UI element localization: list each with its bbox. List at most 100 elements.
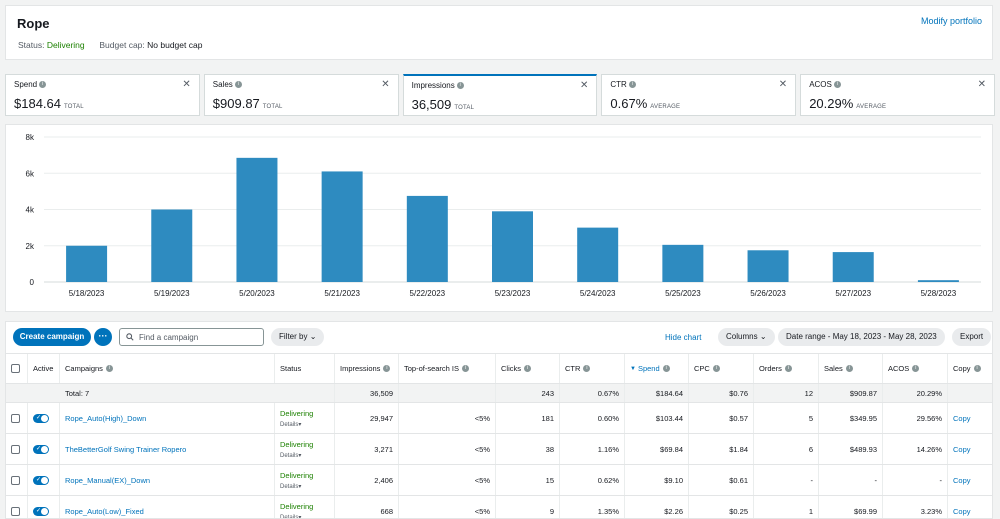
campaign-link[interactable]: TheBetterGolf Swing Trainer Ropero bbox=[65, 444, 187, 454]
col-spend[interactable]: ▼ Spend i bbox=[625, 354, 689, 383]
col-impressions[interactable]: Impressions i bbox=[335, 354, 399, 383]
close-icon[interactable]: ✕ bbox=[977, 79, 986, 90]
row-checkbox[interactable] bbox=[11, 444, 20, 454]
info-icon[interactable]: i bbox=[833, 81, 841, 89]
info-icon[interactable]: i bbox=[912, 365, 920, 372]
col-acos[interactable]: ACOS i bbox=[883, 354, 948, 383]
filter-by-button[interactable]: Filter by ⌄ bbox=[271, 328, 325, 346]
info-icon[interactable]: i bbox=[456, 82, 464, 90]
bar bbox=[917, 280, 959, 282]
close-icon[interactable]: ✕ bbox=[580, 80, 589, 91]
portfolio-header: Rope Modify portfolio Status: Delivering… bbox=[5, 5, 993, 60]
col-copy[interactable]: Copy i bbox=[948, 354, 992, 383]
copy-link[interactable]: Copy bbox=[953, 413, 971, 423]
col-campaigns[interactable]: Campaigns i bbox=[60, 354, 275, 383]
hide-chart-link[interactable]: Hide chart bbox=[665, 333, 702, 342]
info-icon[interactable]: i bbox=[105, 365, 113, 372]
campaign-link[interactable]: Rope_Manual(EX)_Down bbox=[65, 475, 151, 485]
copy-link[interactable]: Copy bbox=[953, 444, 971, 454]
col-clicks[interactable]: Clicks i bbox=[496, 354, 560, 383]
close-icon[interactable]: ✕ bbox=[182, 79, 191, 90]
cpc-cell: $0.25 bbox=[689, 496, 754, 518]
ctr-cell: 0.62% bbox=[560, 465, 625, 495]
info-icon[interactable]: i bbox=[524, 365, 531, 372]
active-toggle[interactable]: ✓ bbox=[33, 413, 49, 423]
col-sales[interactable]: Sales i bbox=[819, 354, 883, 383]
info-icon[interactable]: i bbox=[234, 81, 242, 89]
row-checkbox[interactable] bbox=[11, 506, 20, 516]
close-icon[interactable]: ✕ bbox=[778, 79, 788, 90]
info-icon[interactable]: i bbox=[39, 81, 47, 89]
table-header-row: Active Campaigns i Status Impressions i To… bbox=[6, 354, 992, 384]
total-sales: $909.87 bbox=[819, 384, 883, 402]
columns-button[interactable]: Columns ⌄ bbox=[718, 328, 775, 346]
metric-card-acos[interactable]: ACOS i ✕ 20.29% AVERAGE bbox=[800, 74, 995, 116]
metric-label: ACOS bbox=[809, 80, 832, 89]
row-checkbox[interactable] bbox=[11, 475, 20, 485]
bar bbox=[66, 245, 108, 282]
bar bbox=[662, 244, 704, 282]
col-ctr[interactable]: CTR i bbox=[560, 354, 625, 383]
y-tick-label: 2k bbox=[26, 242, 35, 251]
search-icon bbox=[126, 333, 134, 341]
metric-card-impressions[interactable]: Impressions i ✕ 36,509 TOTAL bbox=[402, 74, 598, 116]
metric-label: CTR bbox=[610, 80, 627, 89]
metric-card-sales[interactable]: Sales i ✕ $909.87 TOTAL bbox=[203, 74, 399, 116]
metric-sub: AVERAGE bbox=[856, 104, 887, 110]
col-campaigns-label: Campaigns bbox=[65, 364, 103, 373]
metric-card-spend[interactable]: Spend i ✕ $184.64 TOTAL bbox=[5, 74, 200, 116]
col-acos-label: ACOS bbox=[888, 364, 910, 373]
info-icon[interactable]: i bbox=[462, 365, 470, 372]
total-acos: 20.29% bbox=[883, 384, 948, 402]
info-icon[interactable]: i bbox=[628, 81, 636, 89]
info-icon[interactable]: i bbox=[784, 365, 792, 372]
close-icon[interactable]: ✕ bbox=[381, 79, 390, 90]
metric-card-ctr[interactable]: CTR i ✕ 0.67% AVERAGE bbox=[601, 74, 797, 116]
metric-value: 0.67% bbox=[610, 96, 648, 111]
more-actions-button[interactable]: ··· bbox=[94, 328, 112, 346]
active-toggle[interactable]: ✓ bbox=[33, 444, 49, 454]
clicks-cell: 9 bbox=[496, 496, 560, 518]
search-box[interactable] bbox=[119, 328, 264, 346]
copy-link[interactable]: Copy bbox=[953, 475, 971, 485]
active-toggle[interactable]: ✓ bbox=[33, 506, 49, 516]
info-icon[interactable]: i bbox=[973, 365, 981, 372]
col-orders[interactable]: Orders i bbox=[754, 354, 819, 383]
create-campaign-button[interactable]: Create campaign bbox=[13, 328, 91, 346]
copy-link[interactable]: Copy bbox=[953, 506, 971, 516]
details-dropdown[interactable]: Details▾ bbox=[280, 452, 313, 459]
details-dropdown[interactable]: Details▾ bbox=[280, 483, 313, 490]
info-icon[interactable]: i bbox=[662, 365, 670, 372]
clicks-cell: 181 bbox=[496, 403, 560, 433]
table-toolbar: Create campaign ··· Filter by ⌄ Hide cha… bbox=[5, 321, 993, 353]
caret-down-icon: ▾ bbox=[298, 514, 302, 519]
row-checkbox[interactable] bbox=[11, 413, 20, 423]
clicks-cell: 15 bbox=[496, 465, 560, 495]
metric-sub: TOTAL bbox=[262, 104, 283, 110]
export-button[interactable]: Export bbox=[952, 328, 992, 346]
metric-label: Impressions bbox=[411, 81, 455, 90]
col-active[interactable]: Active bbox=[28, 354, 60, 383]
x-tick-label: 5/23/2023 bbox=[495, 289, 531, 298]
campaign-link[interactable]: Rope_Auto(Low)_Fixed bbox=[65, 506, 144, 516]
details-dropdown[interactable]: Details▾ bbox=[280, 421, 313, 428]
col-top-of-search[interactable]: Top-of-search IS i bbox=[399, 354, 496, 383]
info-icon[interactable]: i bbox=[712, 365, 720, 372]
select-all-checkbox[interactable] bbox=[11, 364, 20, 373]
status-value: Delivering bbox=[46, 40, 85, 50]
info-icon[interactable]: i bbox=[383, 365, 391, 372]
col-status[interactable]: Status bbox=[275, 354, 335, 383]
metric-value: 20.29% bbox=[809, 96, 854, 111]
caret-down-icon: ▾ bbox=[298, 421, 302, 428]
info-icon[interactable]: i bbox=[583, 365, 591, 372]
date-range-button[interactable]: Date range - May 18, 2023 - May 28, 2023 bbox=[778, 328, 945, 346]
modify-portfolio-link[interactable]: Modify portfolio bbox=[920, 16, 982, 26]
details-dropdown[interactable]: Details▾ bbox=[280, 514, 313, 519]
campaign-link[interactable]: Rope_Auto(High)_Down bbox=[65, 413, 147, 423]
orders-cell: 6 bbox=[754, 434, 819, 464]
info-icon[interactable]: i bbox=[845, 365, 853, 372]
active-toggle[interactable]: ✓ bbox=[33, 475, 49, 485]
search-input[interactable] bbox=[139, 331, 259, 343]
impressions-cell: 29,947 bbox=[335, 403, 399, 433]
col-cpc[interactable]: CPC i bbox=[689, 354, 754, 383]
